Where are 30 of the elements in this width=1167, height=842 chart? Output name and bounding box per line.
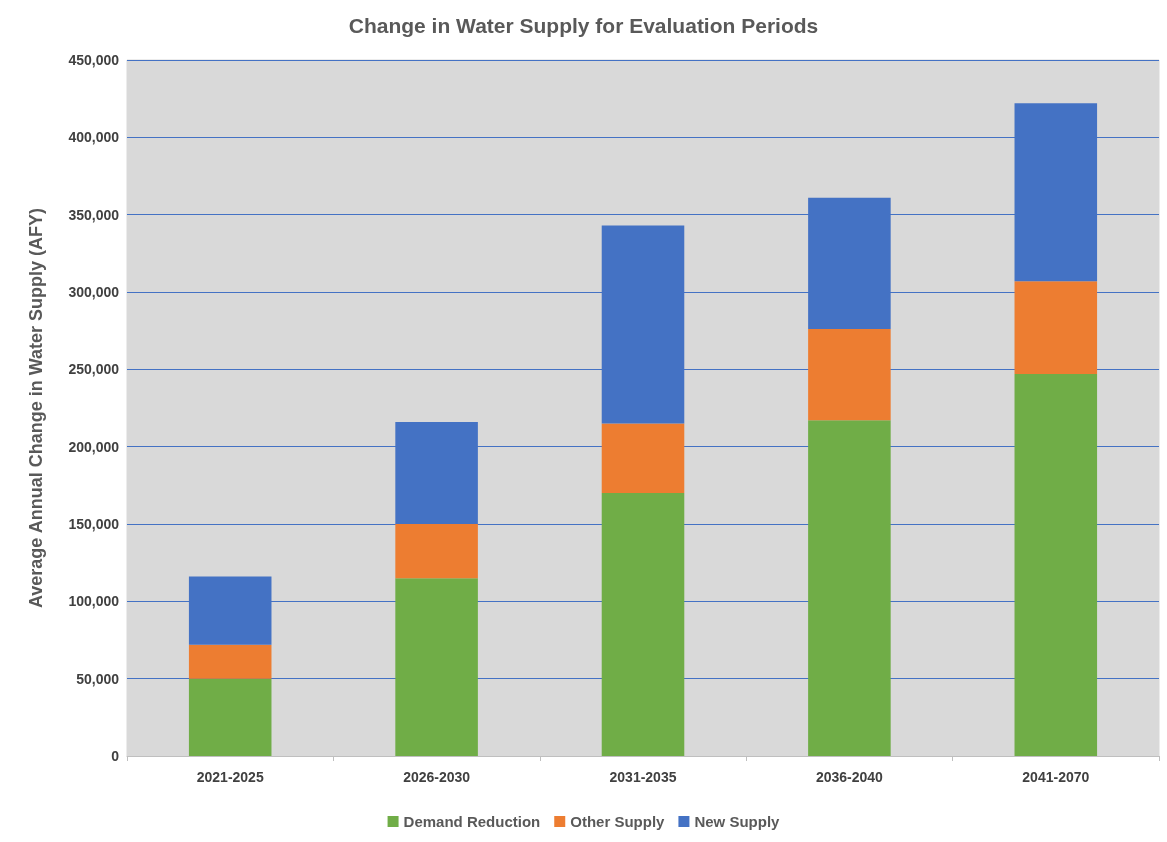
y-tick-label: 450,000 — [68, 52, 120, 68]
chart-title: Change in Water Supply for Evaluation Periods — [348, 14, 819, 37]
bar — [601, 423, 685, 494]
y-tick-label: 50,000 — [76, 670, 120, 687]
legend-label: Other Supply — [570, 813, 666, 830]
bar — [188, 644, 272, 679]
x-tick-label: 2031-2035 — [609, 769, 677, 785]
y-tick-label: 250,000 — [68, 361, 120, 378]
x-tick-label: 2021-2025 — [196, 769, 264, 785]
bar — [808, 420, 891, 756]
y-tick-label: 0 — [111, 748, 120, 764]
x-tick-label: 2026-2030 — [403, 769, 471, 785]
bar — [1014, 281, 1098, 374]
y-axis-title: Average Annual Change in Water Supply (AFY) — [26, 207, 46, 609]
bar — [188, 678, 272, 756]
y-tick-label: 400,000 — [68, 129, 120, 146]
bar — [395, 578, 478, 756]
bar — [601, 493, 685, 756]
y-tick-label: 200,000 — [68, 438, 120, 455]
legend-label: Demand Reduction — [403, 813, 541, 830]
y-tick-label: 150,000 — [68, 516, 120, 532]
y-tick-label: 100,000 — [68, 593, 120, 610]
y-tick-label: 350,000 — [68, 206, 120, 223]
x-tick-label: 2036-2040 — [815, 769, 884, 785]
bar — [395, 524, 478, 579]
bar — [808, 329, 891, 421]
bar — [1014, 373, 1098, 756]
x-tick-label: 2041-2070 — [1022, 769, 1090, 785]
legend-label: New Supply — [694, 813, 781, 830]
y-tick-label: 300,000 — [68, 284, 120, 300]
